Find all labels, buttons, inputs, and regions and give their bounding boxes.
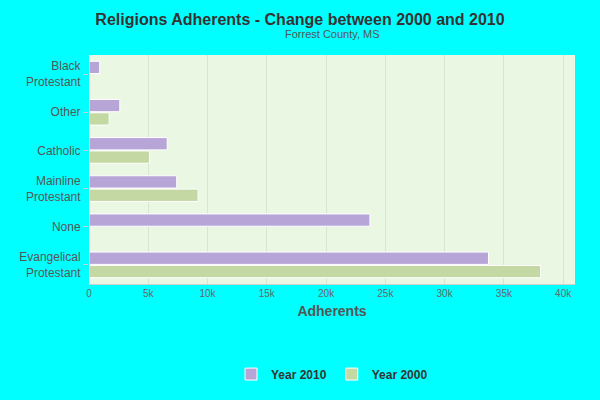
svg-text:20k: 20k [318, 288, 335, 299]
svg-text:10k: 10k [199, 288, 216, 299]
svg-text:Other: Other [51, 105, 81, 119]
svg-text:5k: 5k [143, 288, 155, 299]
svg-text:0: 0 [86, 288, 92, 299]
svg-text:Religions Adherents - Change b: Religions Adherents - Change between 200… [95, 11, 504, 28]
svg-text:Adherents: Adherents [297, 303, 366, 319]
svg-text:Forrest County, MS: Forrest County, MS [285, 28, 380, 40]
svg-text:40k: 40k [555, 288, 572, 299]
svg-text:30k: 30k [437, 288, 454, 299]
svg-text:35k: 35k [496, 288, 513, 299]
svg-text:Year 2010: Year 2010 [271, 368, 327, 382]
svg-text:Year 2000: Year 2000 [372, 368, 428, 382]
svg-text:None: None [52, 220, 81, 234]
svg-text:EvangelicalProtestant: EvangelicalProtestant [19, 250, 81, 280]
svg-text:BlackProtestant: BlackProtestant [26, 59, 82, 89]
svg-text:25k: 25k [377, 288, 394, 299]
svg-text:MainlineProtestant: MainlineProtestant [26, 174, 81, 204]
svg-text:Catholic: Catholic [37, 144, 80, 158]
svg-text:15k: 15k [259, 288, 276, 299]
